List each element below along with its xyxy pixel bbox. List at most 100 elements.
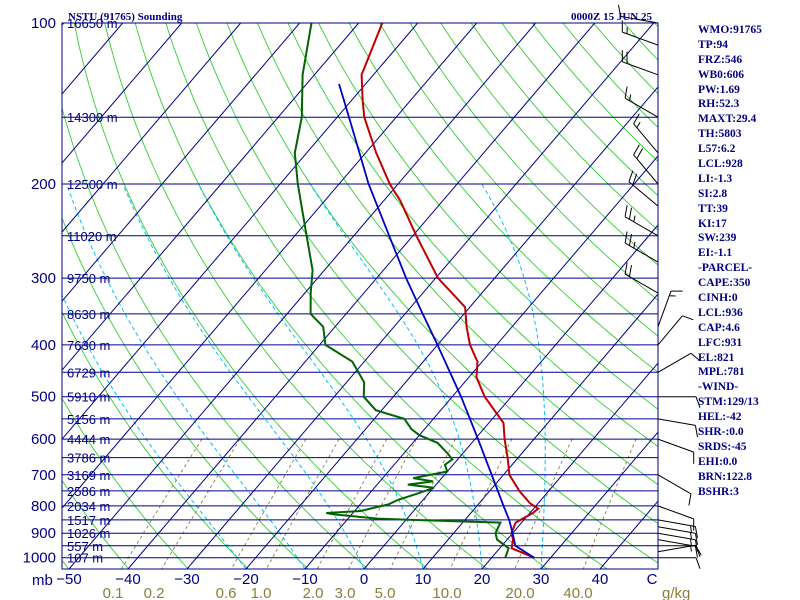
wind-barb-staff (622, 61, 659, 76)
wind-barb-staff (657, 505, 694, 520)
isotherm-line (62, 23, 419, 440)
isobars-layer (62, 22, 658, 559)
temperature-tick-label: C (647, 571, 658, 588)
index-item: CAP:4.6 (698, 321, 740, 334)
height-label: 9750 m (67, 271, 110, 286)
wind-barb (657, 474, 692, 506)
isotherm-line (127, 23, 596, 569)
moist-adiabat-line (309, 183, 483, 569)
index-item: PW:1.69 (698, 83, 740, 96)
mixing-ratio-label: 0.6 (216, 585, 237, 600)
height-label: 3786 m (67, 451, 110, 466)
index-item: FRZ:546 (698, 53, 743, 66)
dry-adiabat-line (409, 23, 658, 301)
index-item: RH:52.3 (698, 98, 740, 111)
temperature-tick-label: 20 (474, 571, 491, 588)
index-item: KI:17 (698, 217, 727, 230)
pressure-label: 800 (31, 498, 56, 515)
temperature-tick-label: −50 (56, 571, 81, 588)
wind-barb-staff (624, 242, 659, 263)
parcel-profile-line (338, 83, 535, 559)
dry-adiabat-line (226, 23, 658, 524)
temperature-tick-label: −40 (115, 571, 140, 588)
mixing-ratio-label: 20.0 (505, 585, 534, 600)
mixing-ratio-line (230, 438, 307, 569)
wind-barb-staff (628, 181, 659, 207)
pressure-label: 700 (31, 467, 56, 484)
mixing-ratio-label: 10.0 (432, 585, 461, 600)
wind-barb (658, 557, 701, 569)
wind-barb (658, 396, 701, 408)
wind-barb-flag (694, 546, 698, 558)
dry-adiabat-line (0, 23, 9, 569)
index-item: WMO:91765 (698, 24, 762, 36)
mixing-ratio-line (121, 438, 203, 569)
mixing-ratio-label: 0.2 (144, 585, 165, 600)
wind-barbs-layer (618, 4, 702, 569)
index-item: TH:5803 (698, 128, 742, 141)
wind-barb-half-flag (628, 94, 632, 101)
wind-barb-flag (682, 315, 694, 321)
pressure-label: 1000 (23, 550, 56, 567)
height-label: 557 m (67, 539, 103, 554)
wind-barb-half-flag (690, 538, 692, 546)
isotherm-line (481, 362, 658, 569)
wind-barb (657, 519, 698, 539)
index-item: TP:94 (698, 38, 729, 51)
index-item: WB0:606 (698, 68, 744, 81)
wind-barb-flag (624, 205, 628, 217)
indices-panel: WMO:91765 TP:94 FRZ:546 WB0:606 PW:1.69 RH:52… (698, 23, 798, 500)
dry-adiabat-line (134, 23, 548, 569)
index-item: TT:39 (698, 202, 728, 215)
isotherms-layer (62, 23, 658, 569)
height-label: 5910 m (67, 390, 110, 405)
mixing-ratio-label: 0.1 (103, 585, 124, 600)
wind-barb-half-flag (633, 241, 636, 249)
height-label: 14300 m (67, 110, 118, 125)
isotherm-line (68, 23, 537, 569)
index-item: LI:-1.3 (698, 172, 733, 185)
index-item: SI:2.8 (698, 187, 728, 200)
wind-barb (657, 315, 694, 346)
wind-barb-flag (628, 170, 634, 182)
isotherm-line (62, 23, 301, 302)
height-label: 11020 m (67, 229, 117, 244)
moist-adiabat-line (197, 183, 424, 569)
wind-barb (633, 144, 659, 185)
mixing-ratio-line (389, 438, 456, 569)
dry-adiabat-line (62, 559, 70, 569)
wind-barb-flag (694, 533, 698, 545)
wind-barb (657, 505, 695, 531)
isotherm-line (540, 431, 658, 569)
height-label: 1517 m (67, 513, 110, 528)
dry-adiabat-line (62, 311, 249, 569)
index-item: CINH:0 (698, 292, 738, 305)
index-item: L57:6.2 (698, 143, 736, 156)
wind-barb (657, 532, 698, 552)
wind-barb-staff (624, 97, 659, 118)
pressure-unit-label: mb (32, 572, 53, 589)
isotherm-line (62, 23, 65, 26)
moist-adiabat-line (122, 183, 365, 569)
wind-barb-half-flag (636, 122, 641, 128)
wind-barb-flag (690, 352, 701, 362)
mixing-ratio-line (514, 438, 573, 569)
temperature-tick-label: 10 (415, 571, 432, 588)
wind-barb-flag (694, 526, 698, 539)
wind-barb (628, 170, 659, 207)
isotherm-line (62, 23, 478, 509)
height-label: 1026 m (67, 526, 110, 541)
wind-barb-flag (695, 396, 701, 408)
temperature-tick-label: −20 (233, 571, 258, 588)
height-label: 8630 m (67, 307, 110, 322)
temperature-profile-line (360, 23, 540, 559)
pressure-label: 600 (31, 431, 56, 448)
wind-barb-flag (624, 86, 628, 99)
wind-barb-staff (657, 539, 696, 547)
temperature-tick-label: −30 (174, 571, 199, 588)
mixing-ratio-line (582, 438, 637, 569)
dry-adiabat-line (318, 23, 658, 410)
height-label: 107 m (67, 551, 103, 566)
